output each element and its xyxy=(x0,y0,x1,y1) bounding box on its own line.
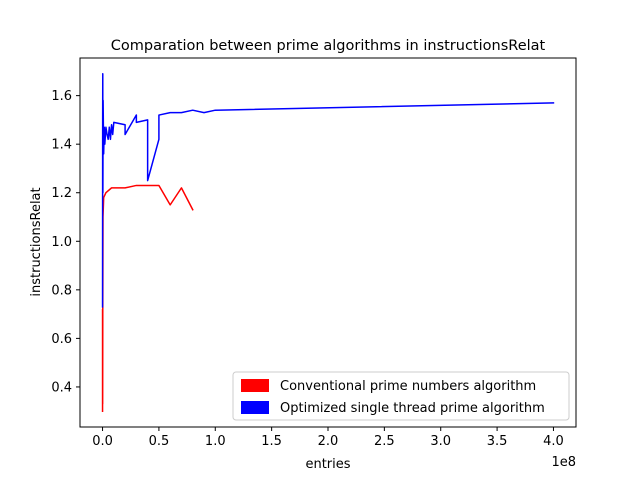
x-tick-label: 2.5 xyxy=(374,434,395,449)
x-tick-label: 1.5 xyxy=(261,434,282,449)
series-line-optimized xyxy=(101,73,555,308)
x-tick-label: 0.5 xyxy=(149,434,170,449)
y-tick-label: 0.8 xyxy=(51,283,72,298)
x-tick-label: 1.0 xyxy=(205,434,226,449)
x-axis-ticks: 0.0 0.5 1.0 1.5 2.0 2.5 3.0 3.5 4.0 xyxy=(92,427,564,449)
plot-area-frame xyxy=(79,57,577,428)
x-tick-label: 3.5 xyxy=(487,434,508,449)
chart-title: Comparation between prime algorithms in … xyxy=(111,38,546,54)
y-axis-ticks: 0.4 0.6 0.8 1.0 1.2 1.4 1.6 xyxy=(51,89,80,395)
series-layer xyxy=(101,73,555,412)
x-axis-offset-label: 1e8 xyxy=(551,455,576,470)
y-tick-label: 1.0 xyxy=(51,235,72,250)
series-line-conventional xyxy=(101,184,194,412)
x-tick-label: 3.0 xyxy=(430,434,451,449)
x-tick-label: 2.0 xyxy=(318,434,339,449)
y-tick-label: 1.2 xyxy=(51,186,72,201)
x-tick-label: 0.0 xyxy=(92,434,113,449)
legend-swatch-optimized xyxy=(241,401,269,414)
legend-label-optimized: Optimized single thread prime algorithm xyxy=(280,401,545,416)
y-tick-label: 1.4 xyxy=(51,138,72,153)
y-tick-label: 1.6 xyxy=(51,89,72,104)
legend-box xyxy=(232,371,570,421)
legend: Conventional prime numbers algorithm Opt… xyxy=(232,371,570,421)
y-tick-label: 0.4 xyxy=(51,380,72,395)
x-tick-label: 4.0 xyxy=(543,434,564,449)
legend-swatch-conventional xyxy=(241,379,269,392)
legend-label-conventional: Conventional prime numbers algorithm xyxy=(280,379,536,394)
y-tick-label: 0.6 xyxy=(51,332,72,347)
x-axis-label: entries xyxy=(305,457,350,472)
y-axis-label: instructionsRelat xyxy=(29,187,44,296)
